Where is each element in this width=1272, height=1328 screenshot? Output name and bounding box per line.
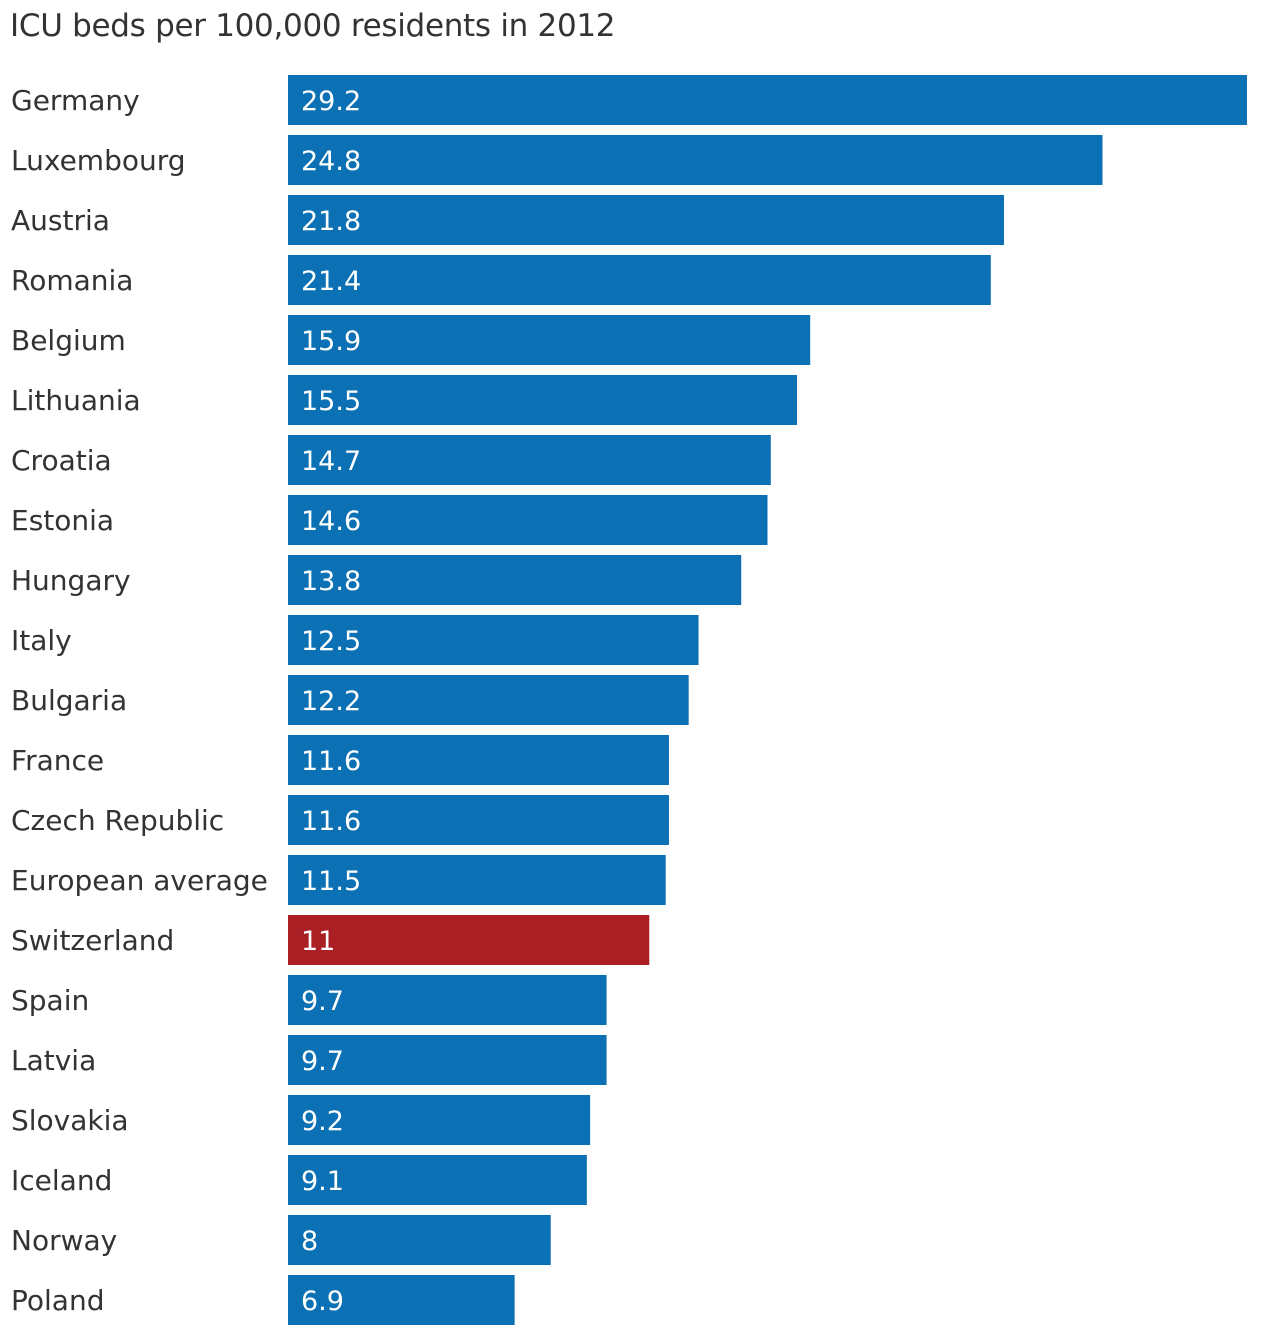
bar (288, 315, 811, 365)
bar-row-iceland: Iceland 9.1 (11, 1155, 587, 1205)
value-label: 9.2 (301, 1106, 344, 1137)
bar-row-germany: Germany 29.2 (11, 75, 1247, 125)
value-label: 9.7 (301, 986, 344, 1017)
category-label: Estonia (11, 504, 114, 537)
value-label: 24.8 (301, 146, 361, 177)
bar-row-italy: Italy 12.5 (11, 615, 699, 665)
bar-row-latvia: Latvia 9.7 (11, 1035, 607, 1085)
bar (288, 675, 689, 725)
bar (288, 735, 669, 785)
value-label: 12.5 (301, 626, 361, 657)
value-label: 9.1 (301, 1166, 344, 1197)
category-label: Germany (11, 84, 140, 117)
category-label: Slovakia (11, 1104, 129, 1137)
value-label: 11.5 (301, 866, 361, 897)
value-label: 11.6 (301, 746, 361, 777)
bar (288, 975, 607, 1025)
bar (288, 555, 742, 605)
bar-row-france: France 11.6 (11, 735, 669, 785)
value-label: 11 (301, 926, 335, 957)
category-label: Luxembourg (11, 144, 186, 177)
value-label: 14.7 (301, 446, 361, 477)
category-label: Bulgaria (11, 684, 127, 717)
bar-row-czech-republic: Czech Republic 11.6 (11, 795, 669, 845)
bar (288, 615, 699, 665)
category-label: Lithuania (11, 384, 141, 417)
value-label: 21.8 (301, 206, 361, 237)
value-label: 14.6 (301, 506, 361, 537)
chart-title: ICU beds per 100,000 residents in 2012 (10, 8, 616, 44)
bar (288, 1095, 591, 1145)
bar-row-spain: Spain 9.7 (11, 975, 607, 1025)
category-label: Spain (11, 984, 89, 1017)
value-label: 11.6 (301, 806, 361, 837)
value-label: 15.5 (301, 386, 361, 417)
bar-row-belgium: Belgium 15.9 (11, 315, 811, 365)
bar-row-slovakia: Slovakia 9.2 (11, 1095, 591, 1145)
bar (288, 495, 768, 545)
bar-row-norway: Norway 8 (11, 1215, 551, 1265)
category-label: Czech Republic (11, 804, 224, 837)
category-label: Latvia (11, 1044, 96, 1077)
value-label: 9.7 (301, 1046, 344, 1077)
category-label: Switzerland (11, 924, 174, 957)
value-label: 15.9 (301, 326, 361, 357)
bar (288, 135, 1103, 185)
bar-row-romania: Romania 21.4 (11, 255, 991, 305)
category-label: Italy (11, 624, 72, 657)
category-label: France (11, 744, 104, 777)
bar-row-lithuania: Lithuania 15.5 (11, 375, 798, 425)
bar (288, 195, 1004, 245)
category-label: Austria (11, 204, 110, 237)
value-label: 21.4 (301, 266, 361, 297)
bar-row-luxembourg: Luxembourg 24.8 (11, 135, 1103, 185)
bar-row-estonia: Estonia 14.6 (11, 495, 768, 545)
bar-row-croatia: Croatia 14.7 (11, 435, 771, 485)
bar (288, 435, 771, 485)
bar (288, 1215, 551, 1265)
value-label: 13.8 (301, 566, 361, 597)
bar (288, 1275, 515, 1325)
bar (288, 795, 669, 845)
bar (288, 75, 1247, 125)
bar (288, 1155, 587, 1205)
value-label: 29.2 (301, 86, 361, 117)
bar (288, 855, 666, 905)
bar (288, 1035, 607, 1085)
bar-row-switzerland: Switzerland 11 (11, 915, 650, 965)
bar-row-bulgaria: Bulgaria 12.2 (11, 675, 689, 725)
bar (288, 375, 798, 425)
bar (288, 255, 991, 305)
bar-row-hungary: Hungary 13.8 (11, 555, 742, 605)
category-label: Hungary (11, 564, 131, 597)
category-label: Croatia (11, 444, 112, 477)
category-label: Poland (11, 1284, 104, 1317)
value-label: 8 (301, 1226, 318, 1257)
value-label: 6.9 (301, 1286, 344, 1317)
bar (288, 915, 650, 965)
value-label: 12.2 (301, 686, 361, 717)
category-label: Romania (11, 264, 133, 297)
category-label: Norway (11, 1224, 117, 1257)
category-label: Iceland (11, 1164, 112, 1197)
category-label: Belgium (11, 324, 126, 357)
bar-row-european-average: European average 11.5 (11, 855, 666, 905)
bar-row-austria: Austria 21.8 (11, 195, 1004, 245)
bar-row-poland: Poland 6.9 (11, 1275, 515, 1325)
category-label: European average (11, 864, 268, 897)
